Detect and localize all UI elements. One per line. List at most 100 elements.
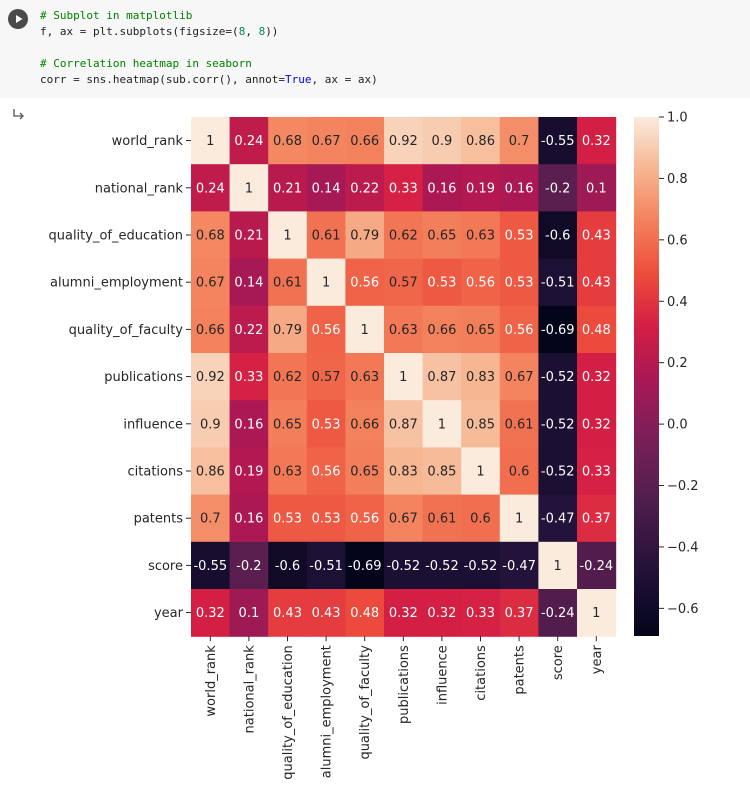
cell-annotation: -0.55 bbox=[541, 134, 575, 149]
cell-annotation: -0.55 bbox=[193, 559, 227, 574]
heatmap-cell bbox=[538, 447, 578, 496]
colorbar-tick-label: 0.8 bbox=[667, 172, 688, 187]
cell-annotation: 0.56 bbox=[312, 323, 341, 338]
cell-annotation: -0.47 bbox=[502, 559, 536, 574]
cell-annotation: 0.63 bbox=[389, 323, 418, 338]
heatmap-cell bbox=[191, 353, 231, 401]
code-text: , bbox=[245, 25, 259, 38]
cell-annotation: 0.56 bbox=[350, 512, 379, 527]
heatmap-cell bbox=[499, 494, 539, 543]
cell-annotation: 0.9 bbox=[200, 417, 221, 432]
heatmap-cell bbox=[538, 494, 578, 543]
cell-annotation: 0.63 bbox=[466, 229, 495, 244]
heatmap-cell bbox=[268, 589, 308, 637]
colorbar-tick-label: 1.0 bbox=[667, 111, 688, 126]
heatmap-cell bbox=[268, 164, 308, 212]
heatmap-cell bbox=[538, 258, 578, 307]
cell-annotation: 0.66 bbox=[350, 417, 379, 432]
cell-annotation: 0.37 bbox=[505, 606, 534, 621]
heatmap-cell bbox=[461, 447, 501, 496]
cell-annotation: 0.6 bbox=[509, 465, 530, 480]
cell-annotation: 0.65 bbox=[273, 417, 302, 432]
cell-annotation: 0.9 bbox=[432, 134, 453, 149]
y-tick-label: publications bbox=[104, 370, 183, 385]
cell-annotation: 0.83 bbox=[466, 370, 495, 385]
y-tick-label: score bbox=[148, 559, 183, 574]
code-text: , ax = ax) bbox=[311, 73, 378, 86]
cell-annotation: 0.22 bbox=[350, 181, 379, 196]
x-tick-label: quality_of_education bbox=[281, 645, 296, 780]
heatmap-cell bbox=[191, 258, 231, 307]
heatmap-cell bbox=[499, 164, 539, 212]
y-tick-label: world_rank bbox=[112, 134, 184, 149]
heatmap-cell bbox=[538, 117, 578, 165]
cell-annotation: 1 bbox=[206, 134, 214, 149]
heatmap-cell bbox=[577, 164, 617, 212]
heatmap-cell bbox=[422, 164, 462, 212]
cell-annotation: 0.68 bbox=[196, 229, 225, 244]
x-tick-label: world_rank bbox=[204, 645, 219, 717]
code-text: corr = sns.heatmap(sub.corr(), annot= bbox=[40, 73, 286, 86]
cell-annotation: 0.68 bbox=[273, 134, 302, 149]
output-arrow-icon[interactable] bbox=[12, 107, 26, 121]
heatmap-cell bbox=[191, 164, 231, 212]
cell-annotation: 0.33 bbox=[389, 181, 418, 196]
cell-annotation: -0.6 bbox=[275, 559, 300, 574]
cell-annotation: 0.61 bbox=[427, 512, 456, 527]
heatmap-cell bbox=[422, 258, 462, 307]
heatmap-cell bbox=[306, 164, 346, 212]
heatmap-cell bbox=[499, 305, 539, 354]
heatmap-cell bbox=[268, 400, 308, 448]
heatmap-cell bbox=[461, 211, 501, 260]
heatmap-cell bbox=[345, 211, 385, 260]
cell-annotation: 0.32 bbox=[582, 417, 611, 432]
heatmap-cell bbox=[499, 258, 539, 307]
cell-annotation: 0.56 bbox=[312, 465, 341, 480]
cell-annotation: 0.61 bbox=[505, 417, 534, 432]
heatmap-cell bbox=[461, 117, 501, 165]
cell-annotation: 0.7 bbox=[200, 512, 221, 527]
heatmap-cell bbox=[499, 400, 539, 448]
heatmap-cell bbox=[461, 258, 501, 307]
cell-annotation: 1 bbox=[245, 181, 253, 196]
code-editor[interactable]: # Subplot in matplotlib f, ax = plt.subpl… bbox=[40, 8, 378, 88]
x-tick-label: year bbox=[590, 645, 605, 675]
cell-annotation: 0.24 bbox=[234, 134, 263, 149]
cell-annotation: 1 bbox=[476, 465, 484, 480]
heatmap-cell bbox=[384, 589, 424, 637]
cell-annotation: 0.57 bbox=[389, 276, 418, 291]
code-cell[interactable]: # Subplot in matplotlib f, ax = plt.subpl… bbox=[0, 0, 750, 98]
cell-annotation: 0.66 bbox=[196, 323, 225, 338]
cell-annotation: -0.69 bbox=[348, 559, 382, 574]
heatmap-cell bbox=[499, 117, 539, 165]
cell-annotation: 0.65 bbox=[427, 229, 456, 244]
heatmap-cell bbox=[422, 447, 462, 496]
heatmap-cell bbox=[268, 117, 308, 165]
heatmap-cell bbox=[461, 353, 501, 401]
heatmap-cell bbox=[306, 400, 346, 448]
cell-annotation: -0.24 bbox=[579, 559, 613, 574]
cell-annotation: -0.2 bbox=[545, 181, 570, 196]
heatmap-cell bbox=[191, 447, 231, 496]
cell-annotation: 0.6 bbox=[470, 512, 491, 527]
cell-annotation: 0.87 bbox=[389, 417, 418, 432]
run-cell-button[interactable] bbox=[8, 9, 28, 29]
cell-annotation: 0.16 bbox=[234, 417, 263, 432]
heatmap-cell bbox=[268, 541, 308, 590]
cell-annotation: 1 bbox=[322, 276, 330, 291]
cell-annotation: 0.83 bbox=[389, 465, 418, 480]
cell-annotation: 0.63 bbox=[273, 465, 302, 480]
heatmap-cell bbox=[191, 117, 231, 165]
cell-annotation: 0.43 bbox=[582, 229, 611, 244]
cell-annotation: 0.61 bbox=[273, 276, 302, 291]
y-tick-label: year bbox=[154, 606, 184, 621]
cell-annotation: 0.19 bbox=[466, 181, 495, 196]
cell-annotation: 1 bbox=[399, 370, 407, 385]
heatmap-cell bbox=[538, 589, 578, 637]
cell-annotation: 0.67 bbox=[389, 512, 418, 527]
y-tick-label: influence bbox=[123, 417, 183, 432]
heatmap-cell bbox=[577, 117, 617, 165]
heatmap-cell bbox=[268, 494, 308, 543]
cell-annotation: -0.52 bbox=[541, 370, 575, 385]
cell-annotation: 0.22 bbox=[234, 323, 263, 338]
